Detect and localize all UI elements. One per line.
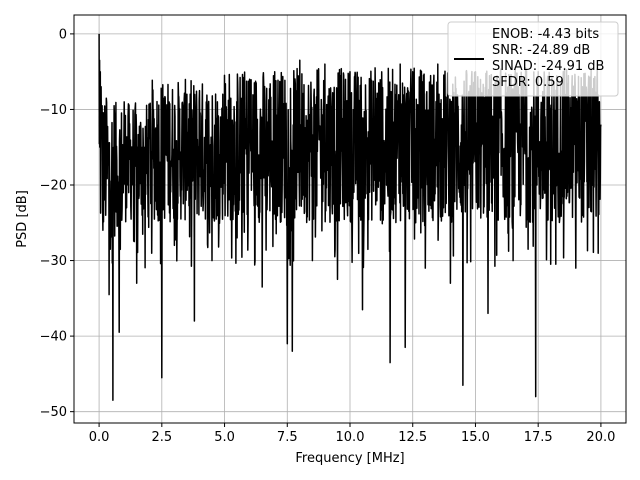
y-tick-label: −50 bbox=[40, 405, 67, 420]
y-tick-label: −20 bbox=[40, 179, 67, 194]
legend-line-enob: ENOB: -4.43 bits bbox=[492, 27, 599, 42]
x-tick-label: 7.5 bbox=[277, 430, 298, 445]
y-tick-label: −30 bbox=[40, 254, 67, 269]
x-axis-ticks: 0.0 2.5 5.0 7.5 10.0 12.5 15.0 17.5 20.0 bbox=[89, 423, 615, 445]
x-tick-label: 12.5 bbox=[398, 430, 427, 445]
x-tick-label: 15.0 bbox=[461, 430, 490, 445]
x-tick-label: 5.0 bbox=[214, 430, 235, 445]
legend-line-snr: SNR: -24.89 dB bbox=[492, 43, 590, 58]
y-tick-label: 0 bbox=[59, 27, 67, 42]
y-tick-label: −40 bbox=[40, 330, 67, 345]
y-tick-label: −10 bbox=[40, 103, 67, 118]
x-tick-label: 10.0 bbox=[336, 430, 365, 445]
legend: ENOB: -4.43 bits SNR: -24.89 dB SINAD: -… bbox=[447, 21, 619, 97]
x-axis-label: Frequency [MHz] bbox=[295, 451, 404, 466]
x-tick-label: 2.5 bbox=[151, 430, 172, 445]
x-tick-label: 17.5 bbox=[524, 430, 553, 445]
y-axis-label: PSD [dB] bbox=[15, 190, 30, 248]
legend-line-sinad: SINAD: -24.91 dB bbox=[492, 59, 604, 74]
legend-box bbox=[447, 21, 619, 97]
x-tick-label: 0.0 bbox=[89, 430, 110, 445]
x-tick-label: 20.0 bbox=[586, 430, 615, 445]
legend-line-sfdr: SFDR: 0.59 bbox=[492, 75, 564, 90]
y-axis-ticks: 0 −10 −20 −30 −40 −50 bbox=[40, 27, 74, 420]
